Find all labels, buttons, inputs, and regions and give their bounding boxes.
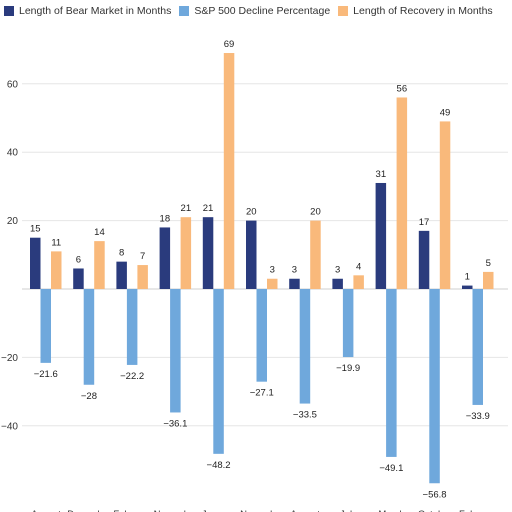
data-label: 15 <box>30 224 41 235</box>
legend-swatch-bear-length <box>4 6 14 16</box>
legend-label-recovery: Length of Recovery in Months <box>353 5 493 17</box>
bar <box>256 289 267 382</box>
legend-item-decline: S&P 500 Decline Percentage <box>179 5 330 17</box>
data-label: 4 <box>356 261 361 272</box>
x-tick-label: February <box>459 509 497 512</box>
chart-legend: Length of Bear Market in Months S&P 500 … <box>4 3 493 19</box>
data-label: −19.9 <box>336 363 360 374</box>
data-label: 1 <box>465 272 470 283</box>
x-tick-label: January <box>202 509 236 512</box>
data-label: −22.2 <box>120 371 144 382</box>
x-tick-label: December <box>67 509 111 512</box>
data-label: 3 <box>335 265 340 276</box>
bar <box>213 289 224 454</box>
data-label: 8 <box>119 248 124 259</box>
y-tick-label: −20 <box>1 353 18 364</box>
bar <box>342 289 354 358</box>
x-tick-label: February <box>113 509 151 512</box>
legend-item-bear-length: Length of Bear Market in Months <box>4 5 171 17</box>
data-label: 31 <box>376 169 387 180</box>
data-label: 11 <box>51 237 61 248</box>
bar <box>159 227 171 289</box>
bar <box>30 237 41 289</box>
bar <box>386 289 397 457</box>
bar <box>126 289 138 365</box>
legend-item-recovery: Length of Recovery in Months <box>338 5 493 17</box>
bar <box>483 271 494 289</box>
bar <box>246 220 257 289</box>
data-label: −33.5 <box>293 410 317 421</box>
bar <box>94 241 105 289</box>
data-label: 20 <box>310 207 321 218</box>
bar <box>375 182 387 289</box>
data-label: −49.1 <box>379 463 403 474</box>
x-tick-label: August <box>290 509 320 512</box>
bar <box>83 289 95 385</box>
data-label: 56 <box>397 83 408 94</box>
data-label: 18 <box>160 213 171 224</box>
data-label: 69 <box>224 39 235 50</box>
y-tick-label: 40 <box>7 148 19 159</box>
data-label: 17 <box>419 217 430 228</box>
bar <box>472 289 483 405</box>
data-label: −36.1 <box>163 418 187 429</box>
y-tick-label: 60 <box>7 79 19 90</box>
bar <box>137 265 148 289</box>
y-tick-label: −40 <box>1 421 18 432</box>
bar <box>223 53 235 289</box>
data-label: −33.9 <box>466 411 490 422</box>
bar <box>202 217 214 289</box>
data-label: −21.6 <box>34 369 58 380</box>
data-label: 21 <box>181 203 192 214</box>
y-tick-label: 20 <box>7 216 19 227</box>
legend-swatch-decline <box>179 6 190 16</box>
bar <box>170 289 181 413</box>
data-label: 21 <box>203 203 214 214</box>
bar <box>299 289 311 404</box>
bar <box>332 278 343 289</box>
data-label: 3 <box>292 265 297 276</box>
bar <box>396 97 408 289</box>
legend-label-bear-length: Length of Bear Market in Months <box>19 5 172 17</box>
bar <box>462 285 473 289</box>
bar <box>310 220 321 289</box>
data-label: 5 <box>486 258 491 269</box>
legend-label-decline: S&P 500 Decline Percentage <box>194 5 331 17</box>
data-label: −48.2 <box>207 460 231 471</box>
x-tick-label: August <box>31 509 61 512</box>
data-label: 14 <box>94 227 105 238</box>
legend-swatch-recovery <box>338 6 349 16</box>
bar <box>116 261 127 289</box>
data-label: −27.1 <box>250 388 274 399</box>
x-tick-label: November <box>240 509 284 512</box>
bar <box>40 289 51 363</box>
bar <box>267 278 278 289</box>
data-label: 6 <box>76 254 81 265</box>
data-label: −28 <box>81 391 97 402</box>
bar <box>51 251 62 289</box>
bar <box>418 230 430 289</box>
x-tick-label: November <box>154 509 198 512</box>
bar <box>353 275 364 289</box>
data-label: 7 <box>140 251 145 262</box>
data-label: 20 <box>246 207 257 218</box>
bar <box>73 268 84 289</box>
data-label: 49 <box>440 107 451 118</box>
data-label: −56.8 <box>423 489 447 500</box>
data-label: 3 <box>270 265 275 276</box>
bar <box>429 289 440 484</box>
x-tick-label: March <box>378 509 404 512</box>
x-tick-label: October <box>418 509 452 512</box>
bar <box>289 278 300 289</box>
x-tick-label: July <box>340 509 357 512</box>
bar <box>439 121 451 289</box>
bar <box>180 217 192 289</box>
